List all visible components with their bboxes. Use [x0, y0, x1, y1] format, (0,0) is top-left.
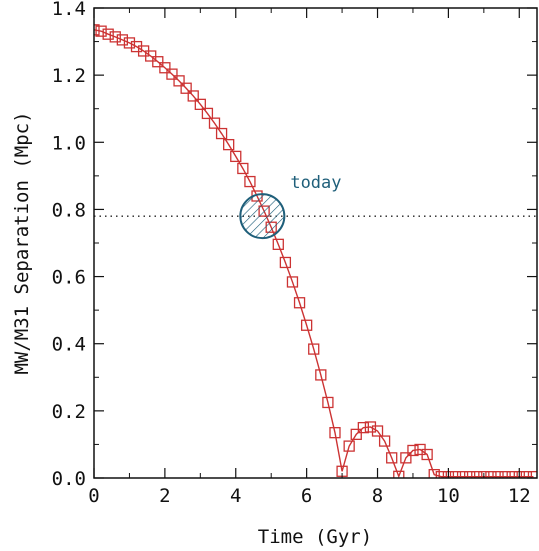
plot-frame [93, 7, 538, 479]
data-point [428, 468, 440, 478]
data-point [357, 421, 369, 434]
series-line [94, 29, 534, 478]
data-point [208, 117, 221, 129]
data-point [506, 471, 518, 478]
data-point [145, 50, 157, 62]
data-point [187, 90, 199, 102]
data-point [201, 107, 214, 120]
data-point [293, 297, 306, 309]
data-point [215, 127, 228, 140]
series-layer [94, 24, 537, 478]
data-point [329, 427, 341, 439]
today-marker: today [239, 173, 342, 240]
data-point [386, 452, 398, 464]
data-point [95, 25, 107, 37]
data-point [378, 435, 391, 447]
today-label: today [290, 173, 341, 193]
data-point [400, 452, 412, 464]
data-point [272, 238, 284, 250]
data-point [102, 28, 114, 40]
data-point [407, 444, 419, 457]
data-point [237, 162, 249, 175]
y-tick-label: 0.2 [52, 401, 86, 423]
y-tick-label: 0.0 [52, 468, 86, 490]
data-point [109, 31, 121, 43]
data-point [244, 175, 256, 188]
data-point [159, 62, 171, 74]
data-point [435, 471, 447, 478]
x-tick-label: 12 [508, 485, 531, 507]
data-point [527, 471, 537, 478]
data-point [485, 471, 497, 478]
today-circle [239, 193, 286, 240]
data-point [300, 319, 313, 331]
data-point [152, 56, 164, 68]
data-point [94, 24, 100, 36]
y-tick-label: 0.6 [52, 267, 86, 289]
data-point [166, 68, 178, 80]
y-tick-label: 0.4 [52, 334, 86, 356]
x-tick-label: 8 [372, 485, 383, 507]
data-point [499, 471, 511, 478]
data-point [492, 471, 504, 478]
data-point [393, 470, 405, 478]
x-axis-title: Time (Gyr) [258, 526, 372, 548]
data-point [343, 440, 355, 452]
data-point [421, 448, 433, 461]
data-point [364, 421, 377, 433]
data-point [464, 471, 476, 478]
data-point [456, 471, 469, 478]
x-tick-label: 4 [230, 485, 241, 507]
x-tick-label: 6 [301, 485, 312, 507]
data-point [279, 256, 292, 269]
axis-ticks: 0 2 4 6 8 10 12 0.0 0.2 0.4 0.6 0.8 1.0 1.2 1.4 [52, 0, 537, 507]
y-tick-label: 1.2 [52, 65, 86, 87]
data-point [116, 34, 129, 46]
x-tick-label: 10 [437, 485, 460, 507]
data-point [230, 150, 242, 163]
x-tick-label: 0 [88, 485, 99, 507]
data-point [180, 82, 192, 94]
y-tick-label: 1.4 [52, 0, 86, 20]
data-point [194, 98, 206, 110]
data-point [286, 276, 299, 288]
y-tick-label: 0.8 [52, 199, 86, 221]
data-point [308, 343, 320, 355]
data-point [350, 428, 362, 441]
data-point [449, 471, 462, 478]
data-point [173, 75, 185, 87]
data-point [371, 425, 384, 437]
data-point [123, 37, 136, 49]
x-tick-label: 2 [159, 485, 170, 507]
y-tick-label: 1.0 [52, 132, 86, 154]
data-point [223, 138, 235, 151]
y-axis-title: MW/M31 Separation (Mpc) [11, 111, 33, 374]
data-point [315, 369, 327, 381]
data-point [471, 471, 483, 478]
data-point [520, 471, 533, 478]
data-point [322, 396, 334, 409]
data-point [478, 471, 490, 478]
